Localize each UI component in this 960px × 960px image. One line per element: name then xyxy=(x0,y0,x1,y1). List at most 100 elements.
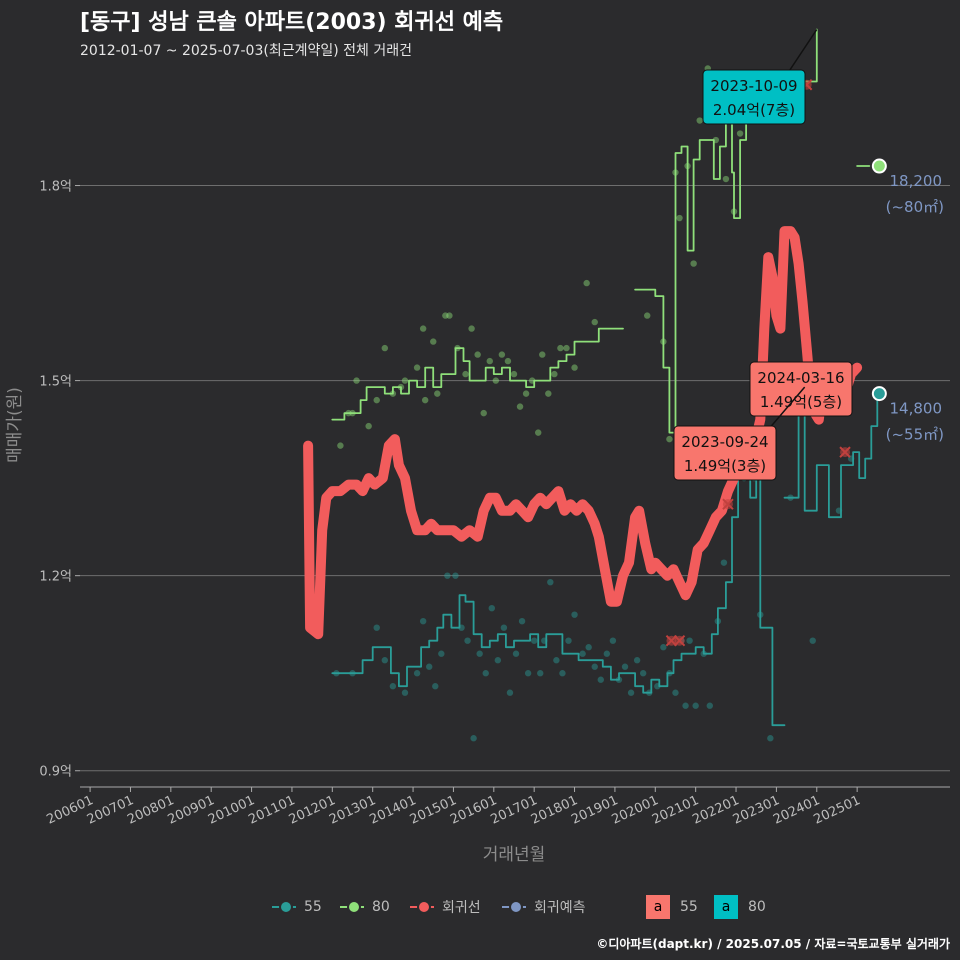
scatter-point-55 xyxy=(565,637,572,644)
scatter-point-55 xyxy=(633,657,641,664)
scatter-point-55 xyxy=(488,604,495,612)
scatter-point-55 xyxy=(603,650,611,657)
scatter-point-55 xyxy=(639,670,647,677)
scatter-point-80 xyxy=(545,390,552,397)
scatter-point-55 xyxy=(524,670,532,677)
scatter-point-80 xyxy=(557,344,564,352)
scatter-point-55 xyxy=(692,702,699,709)
scatter-point-80 xyxy=(430,338,437,345)
series-line-80 xyxy=(331,327,624,421)
scatter-point-55 xyxy=(438,650,445,657)
scatter-point-55 xyxy=(672,689,679,696)
scatter-point-80 xyxy=(736,130,744,137)
scatter-point-55 xyxy=(476,650,483,657)
prediction-area-label: (~55㎡) xyxy=(886,426,944,444)
scatter-point-55 xyxy=(426,663,433,670)
legend-swatch-prediction xyxy=(502,895,526,919)
scatter-point-55 xyxy=(506,689,514,696)
legend-box-item-80[interactable]: a 80 xyxy=(714,895,766,919)
scatter-point-55 xyxy=(553,657,560,664)
legend-item-regression[interactable]: 회귀선 xyxy=(410,895,481,919)
scatter-point-55 xyxy=(660,644,667,651)
legend-label: 80 xyxy=(372,899,390,915)
scatter-point-55 xyxy=(579,650,586,657)
legend-item-prediction[interactable]: 회귀예측 xyxy=(502,895,586,919)
annotation-box xyxy=(673,425,777,481)
x-axis-title: 거래년월 xyxy=(483,845,546,865)
legend-swatch-55 xyxy=(272,895,296,919)
cross-marker xyxy=(839,446,851,458)
scatter-point-80 xyxy=(413,364,421,371)
footer-credit: ©디아파트(dapt.kr) / 2025.07.05 / 자료=국토교통부 실… xyxy=(596,937,950,951)
scatter-point-80 xyxy=(373,396,380,404)
scatter-point-80 xyxy=(676,214,683,222)
scatter-point-80 xyxy=(480,409,487,417)
legend-swatch-80 xyxy=(340,895,364,919)
scatter-point-80 xyxy=(522,390,530,397)
series-line-55 xyxy=(331,457,786,727)
scatter-point-80 xyxy=(353,377,360,384)
scatter-point-80 xyxy=(462,370,469,378)
scatter-point-80 xyxy=(365,422,372,430)
scatter-point-80 xyxy=(421,396,429,404)
scatter-point-80 xyxy=(690,260,697,267)
scatter-point-55 xyxy=(609,637,617,644)
scatter-point-55 xyxy=(419,617,427,625)
scatter-point-80 xyxy=(504,357,512,365)
scatter-point-80 xyxy=(539,351,546,358)
scatter-point-55 xyxy=(381,657,389,664)
scatter-point-55 xyxy=(682,702,689,709)
scatter-point-55 xyxy=(389,683,397,690)
prediction-price-label: 14,800 xyxy=(890,400,943,418)
legend-box-55: a xyxy=(646,895,670,919)
marker-layer xyxy=(665,79,887,647)
scatter-point-80 xyxy=(419,325,427,332)
y-tick-label: 1.8억 xyxy=(39,180,72,195)
prediction-price-label: 18,200 xyxy=(890,172,943,190)
scatter-point-55 xyxy=(547,578,554,586)
legend-label: 55 xyxy=(680,899,698,915)
scatter-point-80 xyxy=(551,370,558,378)
legend-label: 55 xyxy=(304,899,322,915)
legend: 55 80 회귀선 회귀예측 a 55 a 80 xyxy=(0,895,960,919)
y-axis-title: 매매가(원) xyxy=(5,387,25,463)
scatter-point-55 xyxy=(767,735,774,742)
legend-item-80[interactable]: 80 xyxy=(340,895,390,919)
y-tick-label: 1.2억 xyxy=(39,570,72,585)
scatter-point-80 xyxy=(498,351,506,358)
y-tick-label: 0.9억 xyxy=(39,765,72,780)
legend-label: 회귀선 xyxy=(442,900,481,916)
scatter-point-55 xyxy=(401,689,409,696)
legend-box-80: a xyxy=(714,895,738,919)
legend-box-item-55[interactable]: a 55 xyxy=(646,895,698,919)
cross-marker xyxy=(722,498,734,510)
scatter-point-80 xyxy=(563,344,570,352)
scatter-point-80 xyxy=(337,442,344,449)
scatter-point-55 xyxy=(809,637,816,644)
scatter-layer xyxy=(333,65,855,742)
regression-line xyxy=(303,226,863,640)
legend-label: 회귀예측 xyxy=(534,900,586,916)
scatter-point-80 xyxy=(591,318,598,326)
scatter-point-80 xyxy=(434,390,441,397)
scatter-point-80 xyxy=(516,403,524,410)
scatter-point-55 xyxy=(444,572,451,579)
scatter-point-55 xyxy=(500,624,508,631)
legend-item-55[interactable]: 55 xyxy=(272,895,322,919)
scatter-point-80 xyxy=(474,351,481,358)
scatter-point-55 xyxy=(585,644,592,651)
scatter-point-80 xyxy=(535,429,542,436)
scatter-point-80 xyxy=(666,435,673,443)
chart-subtitle: 2012-01-07 ~ 2025-07-03(최근계약일) 전체 거래건 xyxy=(80,43,412,59)
annotation-box xyxy=(702,69,806,125)
scatter-point-80 xyxy=(583,279,590,287)
scatter-point-55 xyxy=(512,650,520,657)
prediction-marker xyxy=(871,158,887,174)
grid-layer xyxy=(80,185,950,772)
annotation-value: 2.04억(7층) xyxy=(713,101,795,119)
scatter-point-55 xyxy=(530,637,538,644)
scatter-point-55 xyxy=(373,624,380,631)
cross-marker xyxy=(673,634,686,647)
scatter-point-55 xyxy=(413,670,421,677)
